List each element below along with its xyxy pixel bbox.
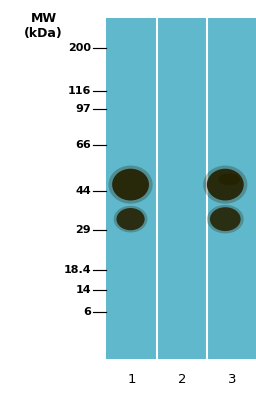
Text: (kDa): (kDa)	[24, 27, 63, 40]
Text: 66: 66	[75, 140, 91, 150]
Bar	[106, 18, 256, 359]
Text: 6: 6	[83, 306, 91, 317]
Ellipse shape	[203, 166, 247, 204]
Text: MW: MW	[30, 12, 57, 25]
Ellipse shape	[109, 166, 153, 204]
Text: 14: 14	[75, 285, 91, 295]
Ellipse shape	[207, 205, 244, 233]
Text: 116: 116	[68, 86, 91, 96]
Ellipse shape	[210, 207, 241, 231]
Text: 97: 97	[75, 104, 91, 114]
Ellipse shape	[114, 206, 147, 233]
Ellipse shape	[116, 208, 145, 230]
Text: 44: 44	[75, 185, 91, 196]
Text: 200: 200	[68, 42, 91, 53]
Text: 29: 29	[75, 225, 91, 235]
Ellipse shape	[207, 169, 244, 200]
Text: 18.4: 18.4	[63, 265, 91, 275]
Text: 1: 1	[127, 373, 136, 385]
Text: 2: 2	[178, 373, 187, 385]
Text: 3: 3	[228, 373, 237, 385]
Ellipse shape	[112, 169, 149, 200]
Ellipse shape	[218, 173, 240, 185]
